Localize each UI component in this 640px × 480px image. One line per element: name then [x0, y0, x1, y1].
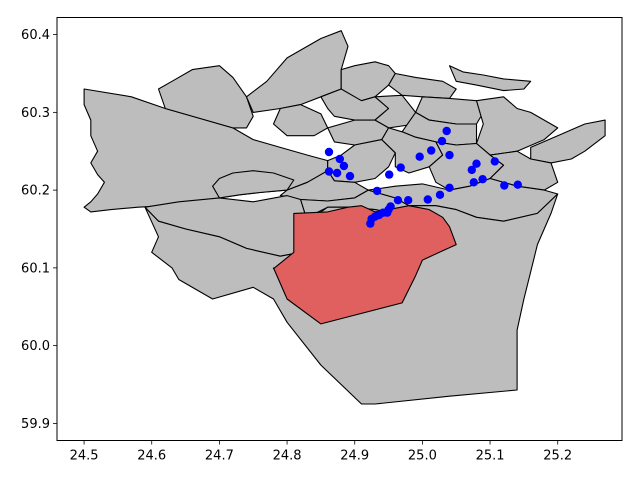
data-point — [385, 170, 394, 179]
data-point — [427, 146, 436, 155]
data-point — [435, 190, 445, 199]
y-tick-label: 60.2 — [21, 184, 50, 199]
y-tick-label: 60.4 — [21, 28, 50, 43]
x-tick-label: 24.5 — [70, 449, 99, 464]
data-point — [339, 161, 349, 171]
data-point — [478, 175, 487, 184]
data-point — [423, 195, 432, 204]
data-point — [445, 183, 454, 192]
x-tick-label: 24.9 — [340, 449, 369, 464]
y-tick-label: 60.1 — [21, 261, 50, 276]
region-5 — [448, 65, 532, 92]
data-point — [345, 171, 355, 181]
y-tick-label: 59.9 — [21, 417, 50, 432]
data-point — [335, 154, 344, 164]
x-tick-label: 24.6 — [137, 449, 166, 464]
region-4 — [388, 72, 457, 99]
x-tick-label: 25.1 — [476, 449, 505, 464]
data-point — [469, 178, 478, 187]
region-9 — [272, 104, 329, 137]
region-1 — [157, 65, 254, 129]
data-point — [386, 202, 395, 211]
data-point — [500, 181, 509, 190]
data-point — [332, 168, 342, 178]
data-point — [324, 167, 334, 176]
highlighted-region — [272, 205, 457, 325]
x-tick-label: 25.2 — [543, 449, 572, 464]
data-point — [472, 159, 481, 168]
data-point — [415, 152, 424, 161]
data-point — [437, 136, 447, 146]
y-tick-label: 60.0 — [21, 339, 50, 354]
data-point — [396, 163, 405, 172]
data-point — [513, 180, 522, 189]
region-17 — [489, 150, 559, 191]
points-layer — [324, 126, 522, 228]
plot-frame — [56, 17, 623, 441]
data-point — [372, 186, 382, 196]
regions-layer — [83, 30, 606, 405]
x-tick-label: 24.8 — [273, 449, 302, 464]
x-tick-label: 25.0 — [408, 449, 437, 464]
data-point — [490, 157, 499, 166]
data-point — [404, 196, 413, 205]
x-tick-label: 24.7 — [205, 449, 234, 464]
y-tick-label: 60.3 — [21, 106, 50, 121]
x-axis: 24.5 24.6 24.7 24.8 24.9 25.0 25.1 25.2 — [70, 440, 572, 464]
data-point — [442, 126, 451, 136]
y-axis: 59.9 60.0 60.1 60.2 60.3 60.4 — [21, 28, 57, 432]
data-point — [393, 196, 403, 205]
data-point — [467, 165, 476, 175]
region-18 — [212, 170, 295, 199]
region-11 — [374, 94, 417, 129]
region-7 — [475, 96, 559, 156]
data-point — [445, 150, 454, 160]
data-point — [324, 147, 334, 157]
